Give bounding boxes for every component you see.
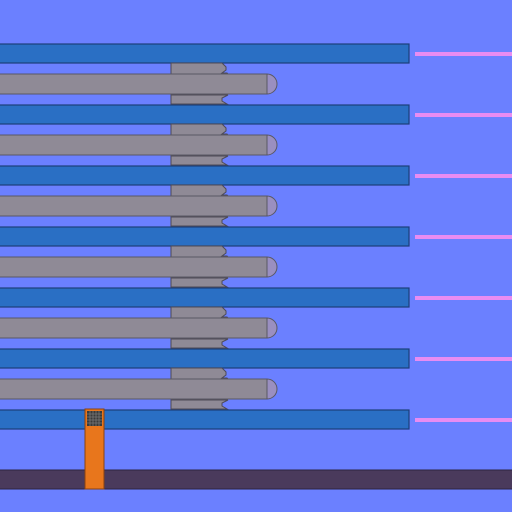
player [84, 408, 105, 490]
platform [0, 409, 512, 430]
platform [0, 348, 512, 369]
platform [0, 165, 512, 186]
piston [0, 245, 278, 288]
platform [0, 43, 512, 64]
piston [0, 367, 278, 410]
player-grid-lines [87, 411, 102, 426]
piston [0, 123, 278, 166]
piston [0, 184, 278, 227]
platform [0, 287, 512, 308]
platform [0, 226, 512, 247]
platform [0, 104, 512, 125]
piston [0, 306, 278, 349]
player-grid [87, 411, 102, 426]
ground [0, 469, 512, 490]
piston [0, 62, 278, 105]
